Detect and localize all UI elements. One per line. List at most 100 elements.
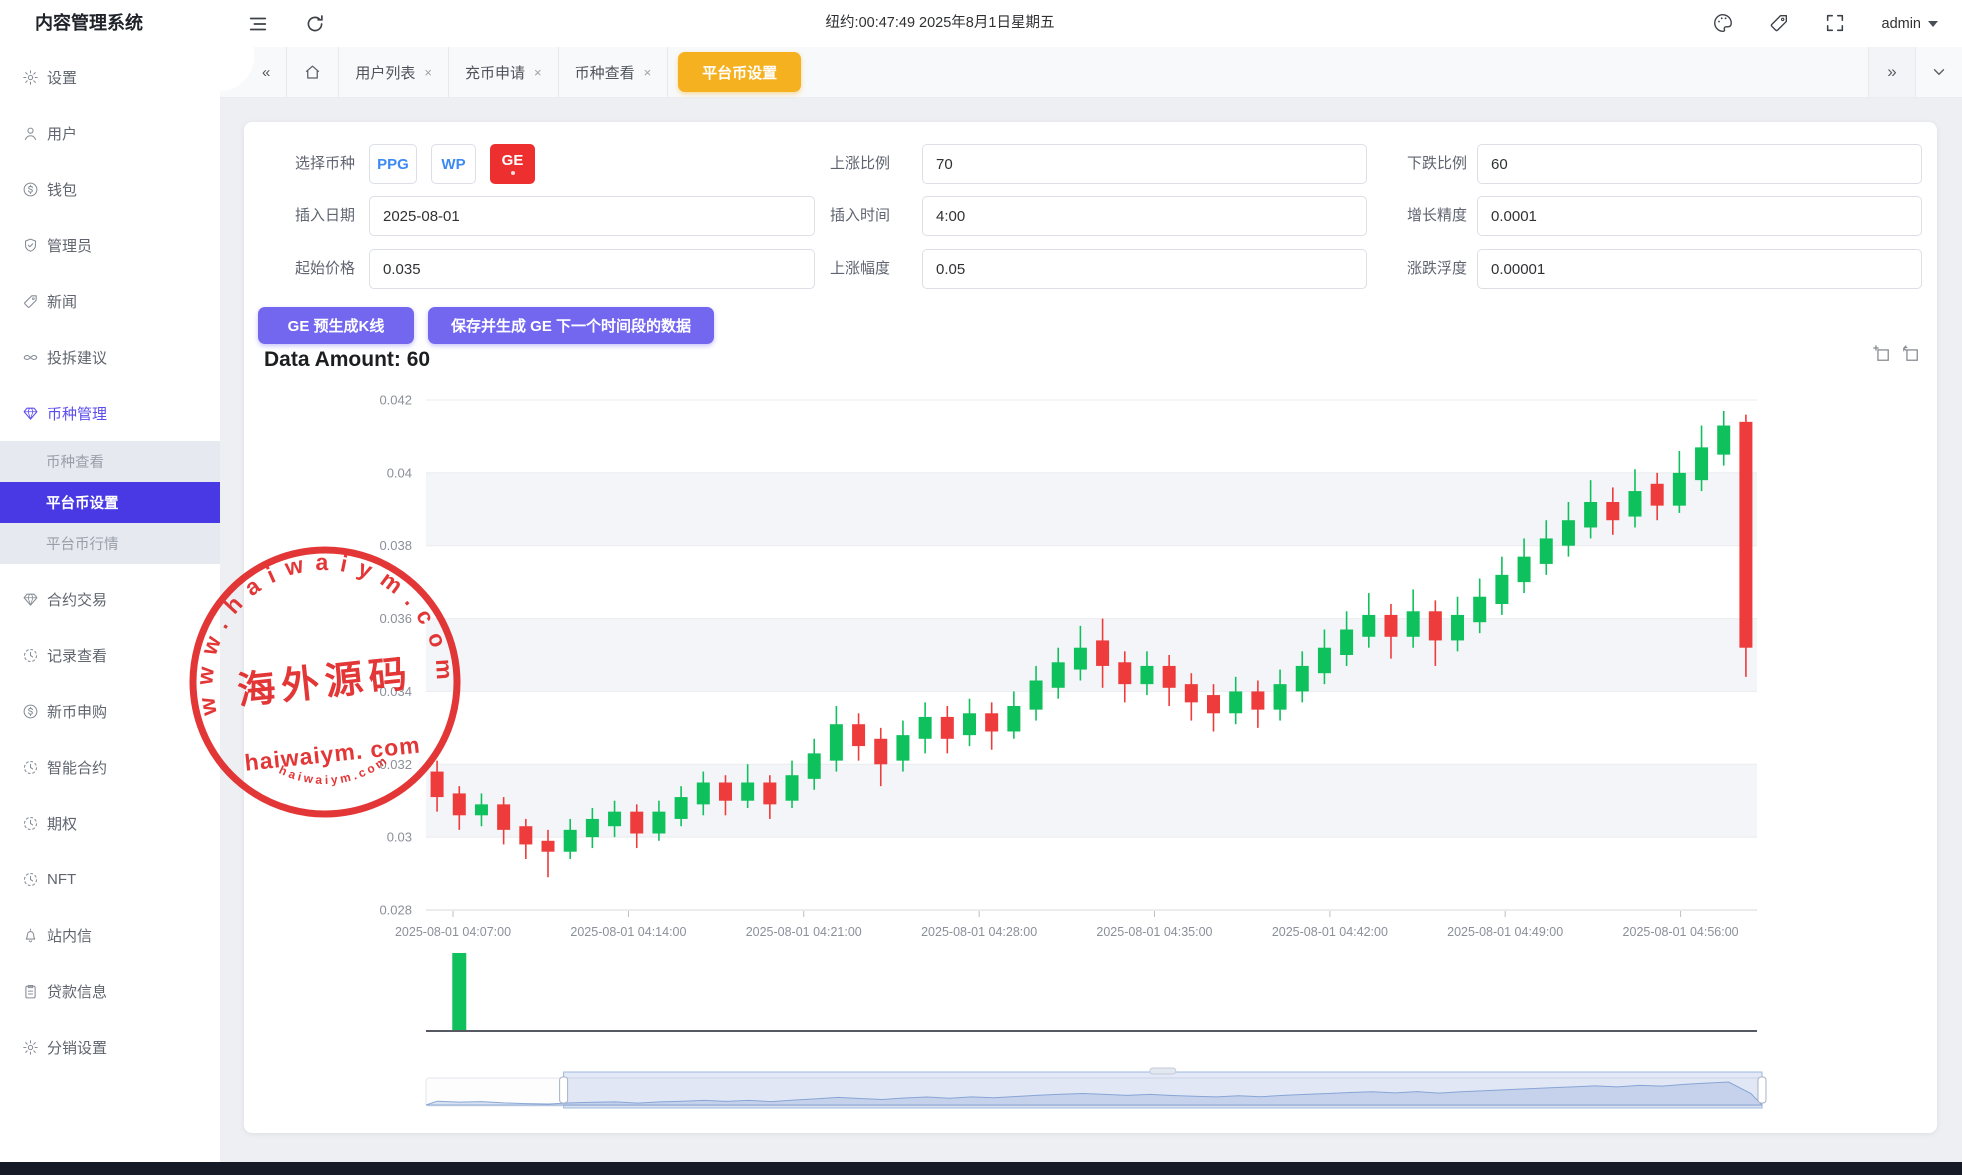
hamburger-menu-icon[interactable] [247,13,269,35]
candle-body [1428,611,1442,641]
theme-palette-icon[interactable] [1712,12,1734,34]
fall-ratio-label: 下跌比例 [1406,155,1467,172]
diamond-icon [22,591,39,608]
tab-coin-view[interactable]: 币种查看 × [559,47,669,97]
sidebar-item-records[interactable]: 记录查看 [0,627,220,683]
sidebar-item-nft[interactable]: NFT [0,851,220,907]
top-header: 内容管理系统 纽约:00:47:49 2025年8月1日星期五 admin [0,0,1962,47]
tab-platform-coin-settings[interactable]: 平台币设置 [678,52,802,92]
tabs-forward-button[interactable]: » [1868,47,1915,97]
y-tick-label: 0.03 [387,830,412,845]
rise-ratio-input[interactable] [922,144,1367,184]
sidebar-item-site-messages[interactable]: 站内信 [0,907,220,963]
candle-body [741,782,755,801]
zoom-preview-area [425,1081,1764,1106]
start-price-label: 起始价格 [294,260,355,277]
fall-ratio-input[interactable] [1477,144,1922,184]
candle-body [985,713,999,732]
history-icon [22,759,39,776]
sidebar-item-news[interactable]: 新闻 [0,273,220,329]
y-tick-label: 0.034 [379,684,412,699]
sidebar-item-feedback[interactable]: 投拆建议 [0,329,220,385]
sidebar-item-wallet[interactable]: 钱包 [0,161,220,217]
sidebar-item-label: 记录查看 [47,647,108,665]
candle-body [1295,665,1309,692]
save-generate-button[interactable]: 保存并生成 GE 下一个时间段的数据 [428,307,714,344]
candle-body [1584,502,1598,528]
zoom-selected-range[interactable] [563,1071,1763,1109]
candle-body [585,818,599,838]
sidebar-item-users[interactable]: 用户 [0,105,220,161]
tabs-dropdown-button[interactable] [1915,47,1962,97]
candle-body [1495,574,1509,604]
candle-body [1628,491,1642,517]
home-tab[interactable] [287,47,340,97]
pre-generate-kline-button[interactable]: GE 预生成K线 [258,307,414,344]
sidebar-item-settings[interactable]: 设置 [0,49,220,105]
growth-precision-label: 增长精度 [1406,207,1467,224]
candle-body [541,840,555,852]
kline-chart[interactable]: 0.028 0.03 0.032 0.034 0.036 0.038 0.04 0.042 20… [300,380,1880,1120]
candle-body [1517,556,1531,583]
chart-toolbox [1872,344,1920,363]
growth-precision-input[interactable] [1477,196,1922,236]
candle-body [1561,520,1575,546]
sidebar-item-new-coin-subscription[interactable]: 新币申购 [0,683,220,739]
coin-option-wp-button[interactable]: WP [431,144,476,184]
fluctuation-label: 涨跌浮度 [1406,260,1467,277]
candle-body [718,782,732,801]
y-tick-label: 0.028 [379,903,412,918]
close-icon[interactable]: × [424,64,432,80]
candle-body [874,738,888,765]
sidebar-item-label: 分销设置 [47,1039,108,1057]
sidebar-item-contract-trade[interactable]: 合约交易 [0,571,220,627]
tab-label: 充币申请 [464,64,525,82]
close-icon[interactable]: × [533,64,542,80]
restore-icon[interactable] [1901,344,1920,363]
sidebar-subitem-platform-coin-settings[interactable]: 平台币设置 [0,482,220,523]
close-icon[interactable]: × [643,64,652,80]
candle-body [1406,611,1420,637]
tag-icon[interactable] [1768,12,1790,34]
tabs-collapse-button[interactable]: « [246,47,288,97]
sidebar-item-admins[interactable]: 管理员 [0,217,220,273]
sidebar-subitem-platform-coin-quotes[interactable]: 平台币行情 [0,523,220,564]
user-menu[interactable]: admin [1882,0,1938,47]
y-tick-label: 0.036 [379,611,412,626]
rise-amplitude-input[interactable] [922,249,1367,289]
candles [430,410,1753,878]
zoom-handle-left[interactable] [559,1076,569,1104]
candle-body [1229,691,1243,714]
infinity-icon [22,349,39,366]
sidebar-item-distribution-settings[interactable]: 分销设置 [0,1019,220,1075]
grid-band [426,472,1757,546]
sidebar-subitem-coin-view[interactable]: 币种查看 [0,441,220,482]
x-tick-label: 2025-08-01 04:42:00 [1272,925,1388,939]
ge-active-dot [510,171,515,175]
datazoom-slider[interactable] [425,1067,1767,1109]
sidebar-item-coin-management[interactable]: 币种管理 [0,385,220,441]
insert-time-input[interactable] [922,196,1367,236]
candle-body [474,804,488,816]
zoom-handle-right[interactable] [1757,1076,1767,1104]
start-price-input[interactable] [369,249,815,289]
x-tick-label: 2025-08-01 04:07:00 [395,925,511,939]
fluctuation-input[interactable] [1477,249,1922,289]
candle-body [1096,640,1110,666]
sidebar-item-smart-contract[interactable]: 智能合约 [0,739,220,795]
refresh-icon[interactable] [304,13,326,35]
sidebar-item-options[interactable]: 期权 [0,795,220,851]
insert-date-input[interactable] [369,196,815,236]
fullscreen-icon[interactable] [1824,12,1846,34]
sidebar-item-loan-info[interactable]: 贷款信息 [0,963,220,1019]
tab-user-list[interactable]: 用户列表 × [339,47,449,97]
coin-option-ge-button[interactable]: GE [490,144,535,184]
x-tick-label: 2025-08-01 04:56:00 [1623,925,1739,939]
coin-option-ppg-button[interactable]: PPG [369,144,417,184]
candle-body [674,797,688,819]
tag-icon [22,293,39,310]
zoom-move-handle[interactable] [1149,1067,1177,1075]
tab-deposit-request[interactable]: 充币申请 × [449,47,559,97]
zoom-box-icon[interactable] [1872,344,1891,363]
coin-management-submenu: 币种查看 平台币设置 平台币行情 [0,441,220,564]
